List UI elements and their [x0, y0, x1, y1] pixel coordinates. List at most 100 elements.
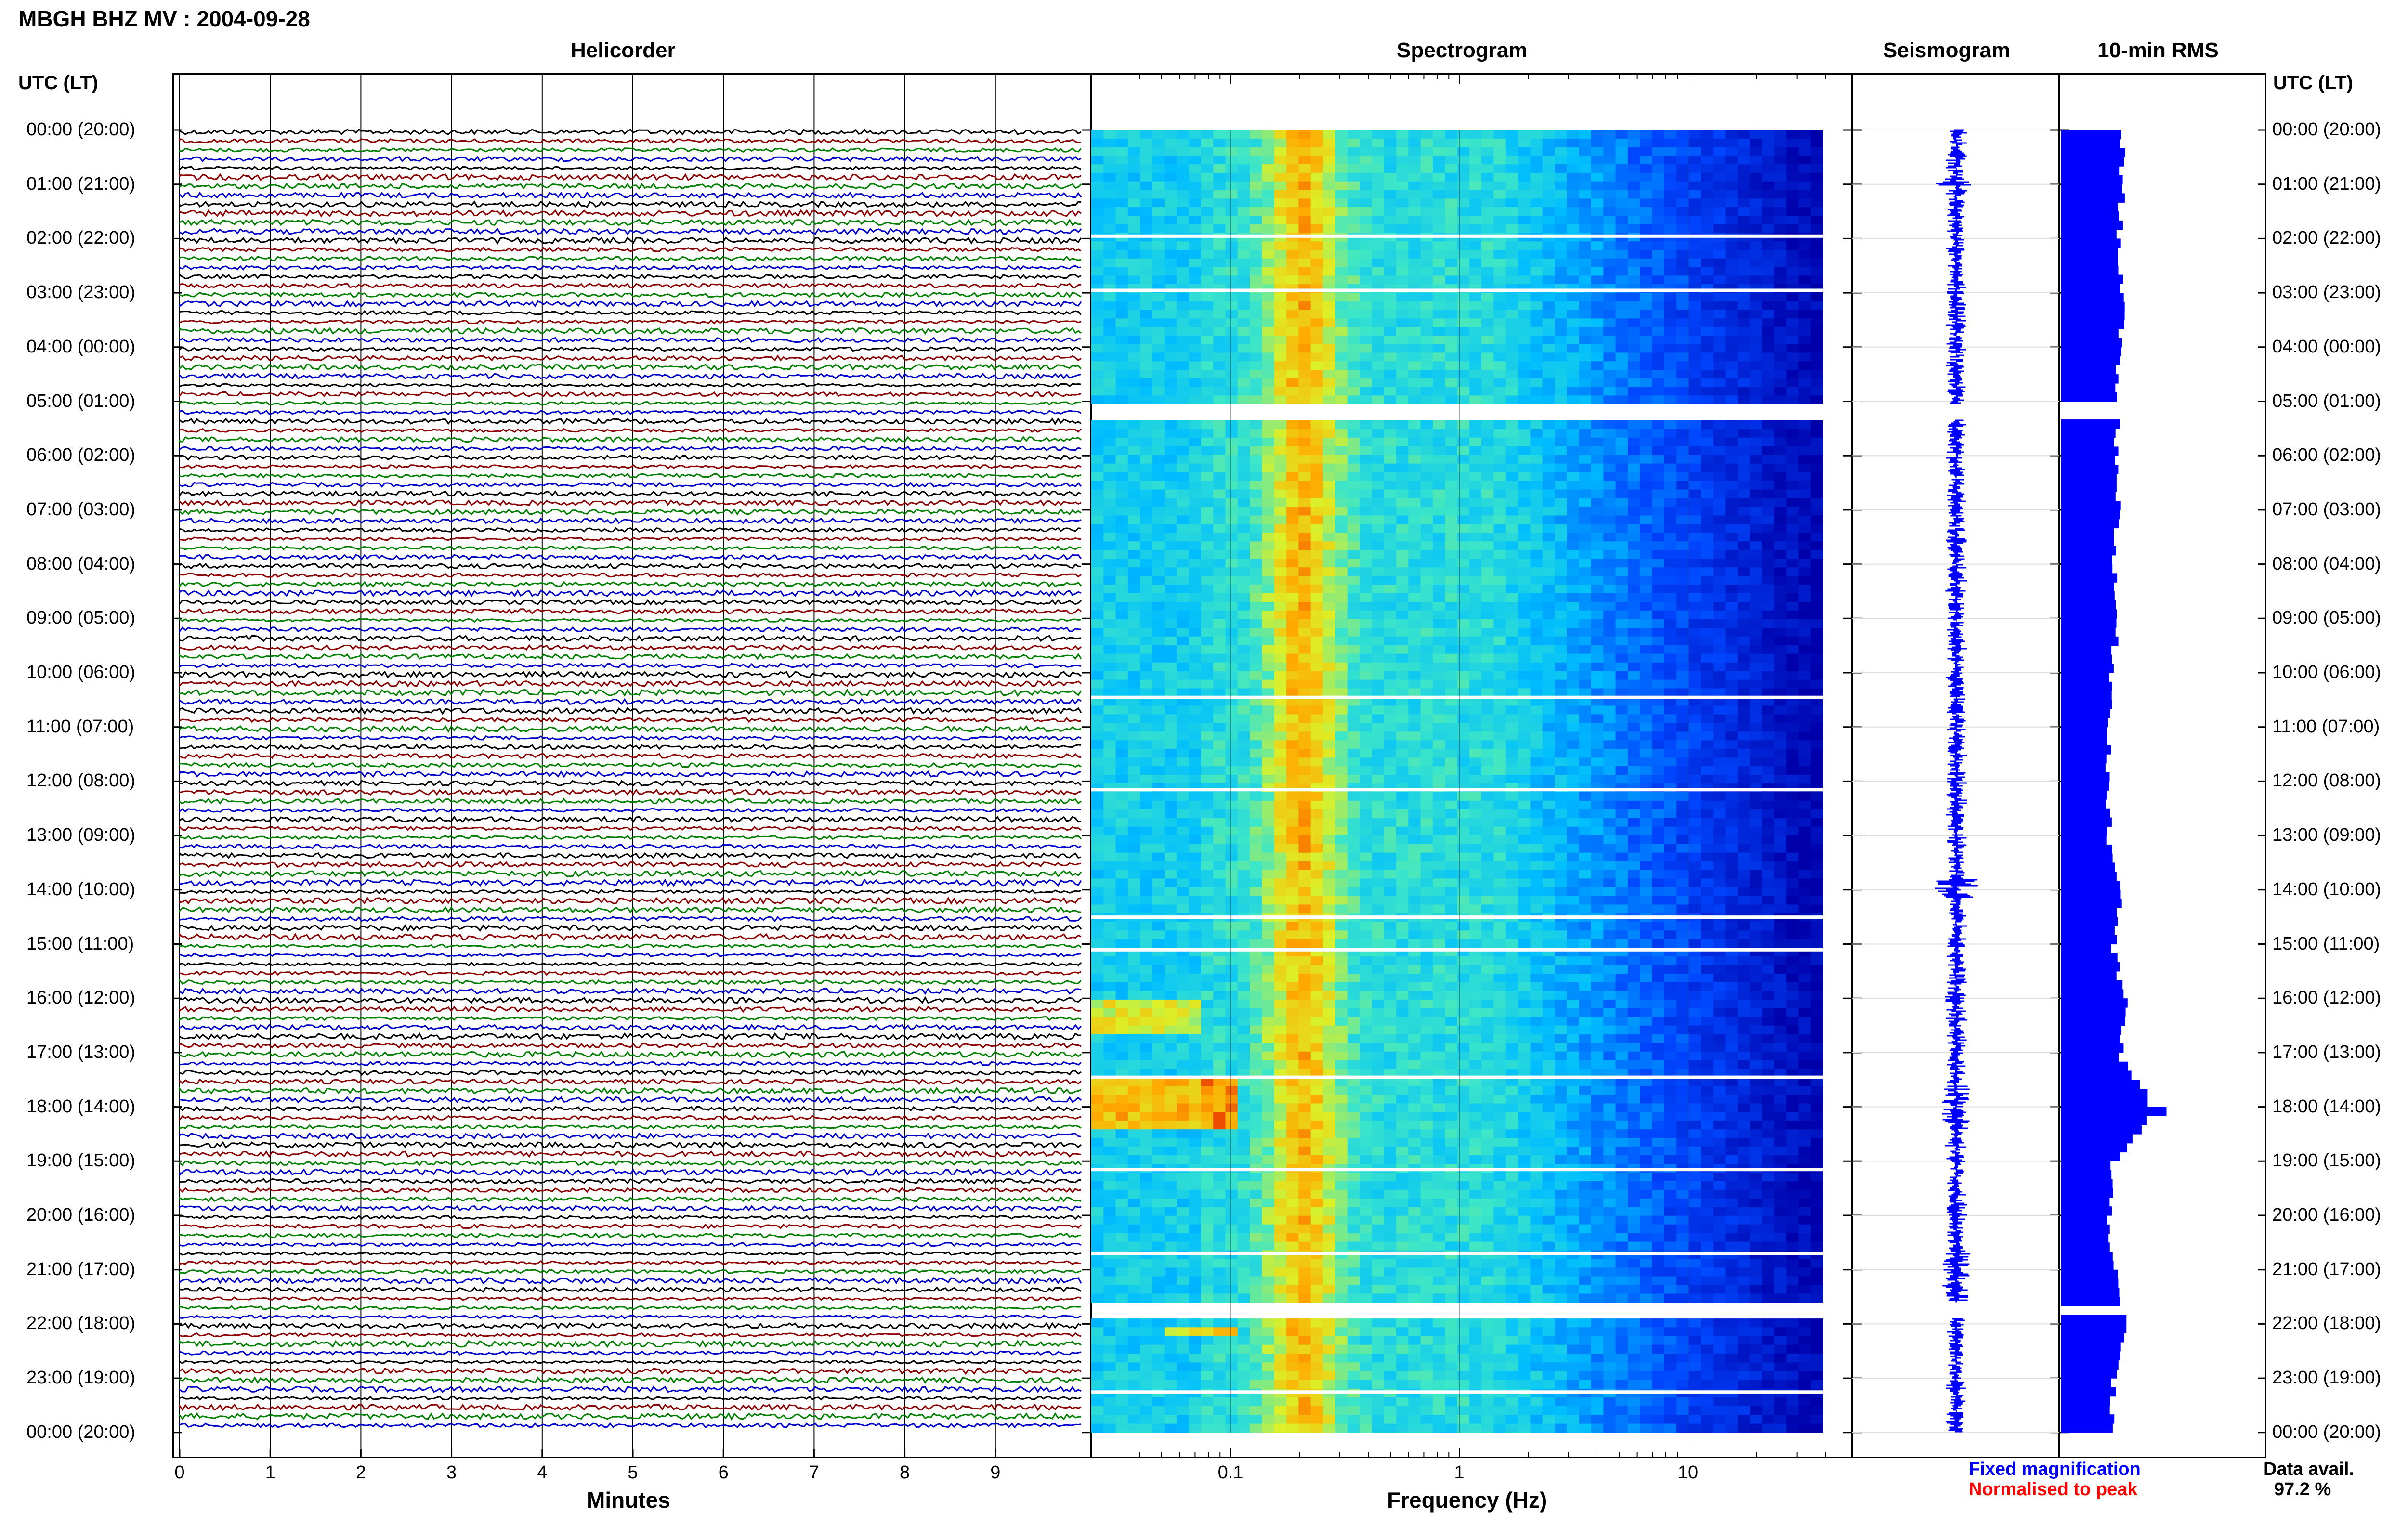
- spectrogram-cell: [1701, 792, 1714, 801]
- spectrogram-cell: [1543, 420, 1555, 430]
- spectrogram-cell: [1116, 275, 1128, 284]
- spectrogram-cell: [1676, 541, 1689, 550]
- spectrogram-cell: [1348, 714, 1360, 723]
- spectrogram-cell: [1384, 207, 1397, 216]
- helicorder-trace: [180, 1341, 1081, 1347]
- spectrogram-cell: [1493, 173, 1506, 182]
- spectrogram-cell: [1396, 576, 1409, 585]
- spectrogram-cell: [1786, 378, 1799, 387]
- spectrogram-cell: [1274, 550, 1287, 559]
- spectrogram-cell: [1640, 533, 1652, 542]
- spectrogram-cell: [1250, 766, 1262, 775]
- spectrogram-cell: [1676, 559, 1689, 568]
- spectrogram-cell: [1726, 464, 1738, 473]
- spectrogram-cell: [1396, 361, 1409, 370]
- spectrogram-cell: [1726, 147, 1738, 156]
- spectrogram-cell: [1116, 387, 1128, 396]
- spectrogram-cell: [1798, 438, 1811, 447]
- spectrogram-cell: [1177, 267, 1189, 276]
- spectrogram-cell: [1408, 714, 1421, 723]
- spectrogram-cell: [1360, 645, 1372, 654]
- spectrogram-cell: [1738, 173, 1750, 182]
- spectrogram-cell: [1652, 241, 1665, 250]
- spectrogram-cell: [1384, 766, 1397, 775]
- spectrogram-cell: [1798, 714, 1811, 723]
- spectrogram-cell: [1591, 723, 1604, 732]
- spectrogram-cell: [1640, 207, 1652, 216]
- spectrogram-cell: [1396, 259, 1409, 267]
- spectrogram-cell: [1128, 293, 1140, 301]
- spectrogram-cell: [1274, 446, 1287, 456]
- helicorder-trace: [180, 1297, 1081, 1300]
- spectrogram-cell: [1213, 731, 1226, 741]
- spectrogram-cell: [1298, 156, 1311, 164]
- spectrogram-cell: [1286, 387, 1299, 396]
- spectrogram-cell: [1152, 420, 1165, 430]
- spectrogram-cell: [1628, 567, 1640, 576]
- spectrogram-cell: [1591, 541, 1604, 550]
- spectrogram-cell: [1116, 490, 1128, 499]
- spectrogram-cell: [1689, 714, 1701, 723]
- spectrogram-cell: [1433, 749, 1445, 758]
- spectrogram-cell: [1091, 147, 1104, 156]
- spectrogram-cell: [1652, 387, 1665, 396]
- spectrogram-cell: [1091, 318, 1104, 327]
- spectrogram-cell: [1603, 654, 1616, 663]
- spectrogram-cell: [1701, 723, 1714, 732]
- spectrogram-cell: [1798, 224, 1811, 233]
- spectrogram-cell: [1750, 190, 1762, 199]
- spectrogram-cell: [1555, 559, 1567, 568]
- spectrogram-cell: [1603, 318, 1616, 327]
- spectrogram-cell: [1140, 429, 1152, 438]
- spectrogram-cell: [1811, 130, 1823, 139]
- spectrogram-cell: [1555, 731, 1567, 741]
- spectrogram-cell: [1177, 680, 1189, 689]
- spectrogram-cell: [1481, 241, 1494, 250]
- helicorder-trace: [180, 1025, 1081, 1030]
- spectrogram-cell: [1628, 515, 1640, 524]
- spectrogram-cell: [1469, 250, 1482, 259]
- spectrogram-cell: [1384, 602, 1397, 611]
- spectrogram-cell: [1372, 224, 1384, 233]
- spectrogram-cell: [1298, 147, 1311, 156]
- spectrogram-cell: [1664, 207, 1677, 216]
- spectrogram-cell: [1738, 446, 1750, 456]
- spectrogram-cell: [1348, 671, 1360, 680]
- spectrogram-cell: [1152, 775, 1165, 784]
- spectrogram-cell: [1372, 524, 1384, 533]
- spectrogram-cell: [1616, 327, 1628, 336]
- spectrogram-cell: [1811, 645, 1823, 654]
- spectrogram-cell: [1250, 344, 1262, 353]
- spectrogram-cell: [1591, 731, 1604, 741]
- spectrogram-cell: [1689, 611, 1701, 620]
- spectrogram-cell: [1506, 705, 1518, 715]
- spectrogram-cell: [1750, 267, 1762, 276]
- spectrogram-cell: [1189, 611, 1202, 620]
- helicorder-trace: [180, 953, 1081, 956]
- spectrogram-cell: [1116, 472, 1128, 482]
- spectrogram-cell: [1128, 267, 1140, 276]
- spectrogram-cell: [1798, 507, 1811, 516]
- spectrogram-cell: [1579, 198, 1592, 207]
- spectrogram-cell: [1189, 455, 1202, 464]
- spectrogram-cell: [1103, 637, 1116, 646]
- spectrogram-cell: [1469, 207, 1482, 216]
- helicorder-trace: [180, 419, 1081, 424]
- spectrogram-cell: [1579, 541, 1592, 550]
- spectrogram-cell: [1445, 301, 1457, 310]
- spectrogram-cell: [1726, 182, 1738, 190]
- spectrogram-cell: [1384, 198, 1397, 207]
- spectrogram-cell: [1640, 593, 1652, 602]
- spectrogram-cell: [1798, 259, 1811, 267]
- spectrogram-cell: [1091, 645, 1104, 654]
- spectrogram-cell: [1286, 740, 1299, 749]
- spectrogram-cell: [1652, 472, 1665, 482]
- spectrogram-cell: [1469, 498, 1482, 508]
- spectrogram-cell: [1311, 740, 1323, 749]
- spectrogram-cell: [1652, 310, 1665, 319]
- spectrogram-cell: [1348, 749, 1360, 758]
- spectrogram-cell: [1238, 318, 1250, 327]
- spectrogram-cell: [1250, 216, 1262, 224]
- spectrogram-cell: [1189, 429, 1202, 438]
- spectrogram-cell: [1274, 156, 1287, 164]
